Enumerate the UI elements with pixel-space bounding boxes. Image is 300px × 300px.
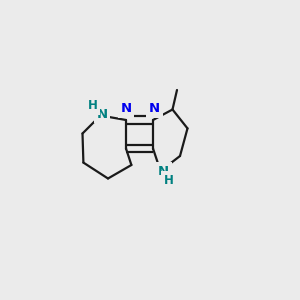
- Text: H: H: [164, 174, 174, 187]
- Text: H: H: [88, 99, 97, 112]
- Text: N: N: [96, 107, 108, 121]
- Text: N: N: [120, 102, 132, 115]
- Text: N: N: [149, 102, 160, 115]
- Text: N: N: [158, 165, 169, 178]
